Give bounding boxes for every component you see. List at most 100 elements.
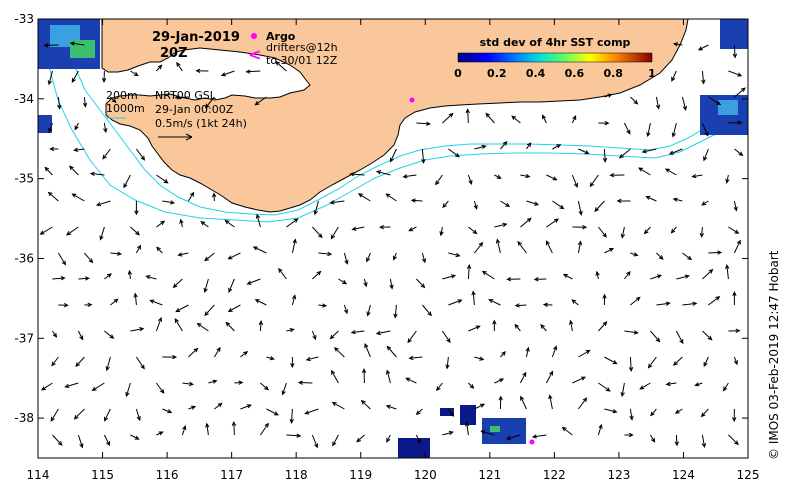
- current-arrow: [578, 148, 590, 155]
- current-arrow: [375, 330, 391, 336]
- current-arrow: [474, 403, 486, 410]
- sst-stddev-patches: [38, 19, 748, 458]
- current-arrow: [74, 122, 79, 131]
- current-arrow: [228, 278, 235, 293]
- current-arrow: [110, 298, 119, 306]
- current-arrow: [135, 148, 146, 161]
- current-arrow: [540, 324, 547, 332]
- current-arrow: [674, 408, 683, 414]
- current-arrow: [520, 217, 532, 228]
- current-arrow: [672, 356, 683, 366]
- current-arrow: [375, 170, 391, 176]
- current-arrow: [604, 356, 618, 365]
- current-arrow: [604, 247, 615, 254]
- y-tick-label: -34: [14, 92, 34, 106]
- current-arrow: [514, 303, 527, 308]
- current-arrow: [492, 319, 497, 332]
- current-arrow: [187, 191, 195, 202]
- current-arrow: [240, 404, 252, 410]
- current-arrow: [441, 330, 451, 344]
- current-arrow: [494, 222, 508, 228]
- current-arrow: [473, 200, 478, 210]
- current-arrow: [474, 144, 487, 150]
- current-arrow: [598, 120, 610, 126]
- current-arrow: [91, 382, 105, 392]
- current-arrow: [728, 328, 741, 333]
- current-arrow: [480, 430, 495, 436]
- current-arrow: [571, 174, 578, 188]
- current-arrow: [702, 268, 714, 280]
- current-arrow: [732, 44, 738, 59]
- current-arrow: [732, 291, 737, 305]
- current-arrow: [258, 320, 264, 332]
- current-arrow: [175, 304, 189, 313]
- current-arrow: [697, 44, 709, 51]
- current-arrow: [65, 226, 79, 236]
- colorbar-tick-label: 0.2: [487, 67, 507, 80]
- current-arrow: [48, 122, 53, 133]
- current-arrow: [188, 405, 197, 410]
- current-arrow: [231, 420, 237, 436]
- current-arrow: [290, 356, 295, 369]
- current-arrow: [703, 148, 709, 162]
- current-arrow: [203, 278, 209, 293]
- current-arrow: [708, 96, 722, 106]
- current-arrow: [733, 239, 741, 254]
- current-arrow: [96, 200, 111, 207]
- current-arrow: [311, 434, 319, 449]
- current-arrow: [415, 434, 421, 444]
- current-arrow: [598, 321, 608, 332]
- current-arrow: [572, 376, 587, 384]
- current-arrow: [682, 252, 693, 261]
- current-arrow: [110, 251, 123, 256]
- current-arrow: [156, 174, 169, 184]
- current-arrow: [275, 61, 287, 72]
- current-arrow: [703, 356, 709, 368]
- current-arrow: [64, 382, 79, 388]
- current-arrow: [594, 200, 605, 212]
- current-arrow: [624, 330, 639, 335]
- current-arrow: [73, 408, 85, 420]
- current-arrow: [448, 148, 460, 158]
- current-arrow: [156, 246, 163, 254]
- argo-float-marker: [409, 97, 415, 103]
- current-arrow: [442, 274, 457, 280]
- current-arrow: [311, 330, 317, 341]
- current-arrow: [343, 304, 349, 315]
- current-arrow: [525, 142, 532, 150]
- current-arrow: [130, 327, 145, 332]
- current-arrow: [647, 356, 657, 369]
- current-arrow: [664, 168, 677, 176]
- current-arrow: [630, 96, 639, 105]
- current-arrow: [188, 347, 199, 358]
- current-arrow: [598, 382, 611, 392]
- y-tick-label: -33: [14, 12, 34, 26]
- current-arrow: [204, 96, 215, 109]
- current-arrow: [349, 172, 365, 177]
- current-arrow: [313, 200, 319, 216]
- current-arrow: [533, 277, 547, 282]
- drifters-legend-line2: to 30/01 12Z: [266, 54, 338, 67]
- current-arrow: [350, 329, 365, 335]
- current-arrow: [204, 252, 215, 262]
- current-arrow: [408, 355, 423, 361]
- current-arrow: [514, 323, 521, 332]
- current-arrow: [526, 200, 540, 206]
- current-arrow: [351, 226, 365, 231]
- current-arrow: [385, 193, 397, 202]
- current-arrow: [102, 148, 111, 160]
- current-arrow: [195, 68, 209, 74]
- current-arrow: [643, 226, 651, 235]
- current-arrow: [77, 330, 84, 341]
- current-arrow: [385, 369, 391, 384]
- current-arrow: [331, 369, 339, 384]
- current-arrow: [448, 299, 463, 306]
- current-arrow: [133, 292, 138, 306]
- current-arrow: [214, 402, 223, 410]
- current-arrow: [577, 397, 588, 410]
- colorbar: [457, 52, 653, 63]
- current-arrow: [51, 356, 59, 367]
- current-arrow: [439, 226, 444, 237]
- current-arrow: [650, 330, 661, 343]
- y-tick-label: -37: [14, 331, 34, 345]
